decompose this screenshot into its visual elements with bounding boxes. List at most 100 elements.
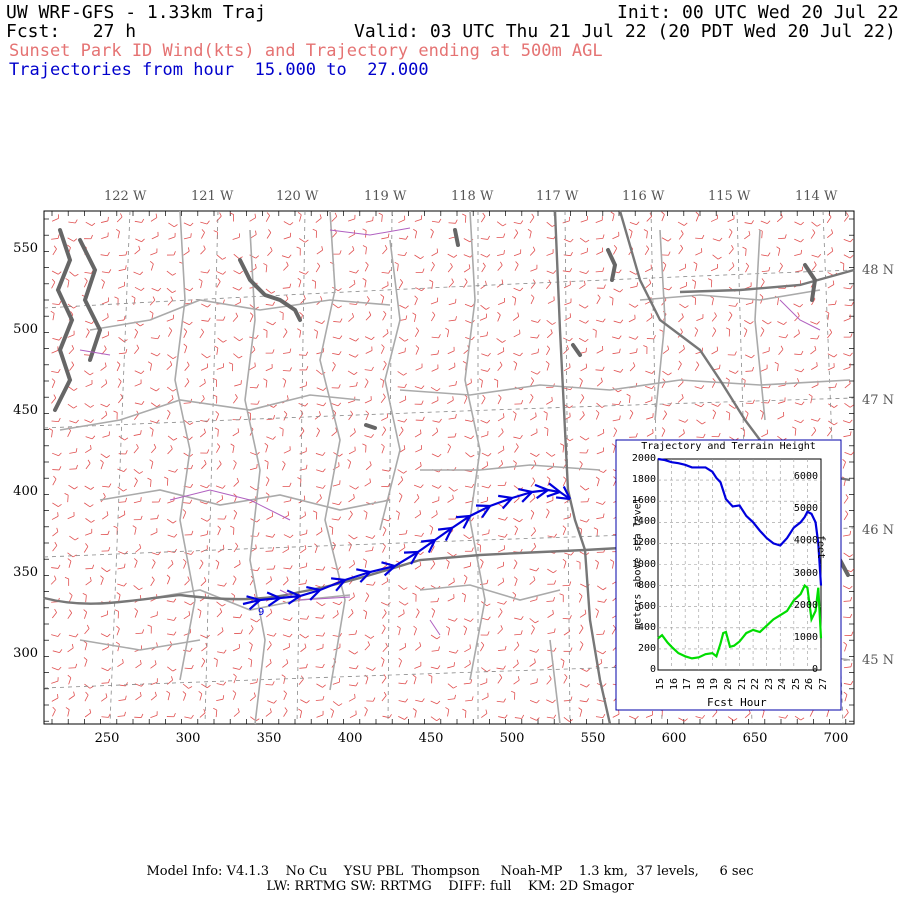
wind-barb-flag — [113, 410, 118, 413]
wind-barb-flag — [134, 328, 138, 333]
wind-barb-flag — [284, 328, 288, 332]
wind-barb-flag — [322, 468, 326, 473]
wind-barb-flag — [650, 313, 653, 318]
wind-barb — [349, 283, 356, 289]
wind-barb-flag — [206, 484, 210, 489]
wind-barb — [199, 331, 205, 339]
wind-barb — [382, 469, 390, 472]
wind-barb — [118, 254, 126, 257]
wind-barb — [414, 330, 420, 337]
wind-barb — [629, 222, 637, 226]
wind-barb — [182, 511, 187, 519]
wind-barb-flag — [816, 321, 820, 325]
wind-barb-flag — [71, 344, 75, 349]
wind-barb — [712, 412, 717, 420]
wind-barb — [579, 519, 587, 523]
wind-barb — [331, 232, 337, 239]
valid-time: Valid: 03 UTC Thu 21 Jul 22 (20 PDT Wed … — [354, 21, 896, 42]
wind-barb — [546, 699, 553, 704]
wind-barb — [810, 232, 816, 239]
wind-barb-flag — [272, 321, 276, 326]
wind-barb-flag — [321, 246, 324, 251]
wind-barb-flag — [206, 530, 209, 535]
wind-barb — [150, 663, 157, 669]
wind-barb — [283, 693, 287, 701]
wind-barb-flag — [587, 497, 590, 502]
wind-barb-flag — [799, 303, 804, 308]
wind-barb — [563, 516, 571, 520]
trajectory-arrow — [501, 497, 513, 510]
wind-barb-flag — [233, 673, 237, 677]
wind-barb — [167, 666, 174, 672]
wind-barb-flag — [330, 708, 334, 712]
wind-barb-flag — [273, 404, 277, 408]
wind-barb — [613, 430, 618, 438]
wind-barb-flag — [394, 261, 399, 265]
wind-barb — [118, 699, 126, 701]
wind-barb — [151, 287, 159, 292]
wind-barb-flag — [586, 449, 589, 454]
wind-barb-flag — [595, 559, 599, 563]
wind-barb — [266, 418, 274, 421]
wind-barb-flag — [298, 708, 302, 712]
wind-barb-flag — [613, 427, 618, 431]
wind-barb — [381, 695, 387, 702]
wind-barb-flag — [74, 486, 78, 490]
wind-barb-flag — [206, 518, 211, 522]
inset-x-tick: 27 — [818, 677, 829, 690]
wind-barb — [134, 527, 137, 535]
wind-barb-flag — [560, 443, 565, 446]
wind-barb-flag — [371, 366, 374, 371]
wind-barb — [481, 452, 489, 457]
wind-barb — [232, 316, 239, 322]
wind-barb — [430, 386, 438, 392]
wind-barb-flag — [664, 410, 668, 415]
wind-barb-flag — [107, 667, 111, 672]
wind-barb-flag — [74, 537, 79, 541]
wind-barb-flag — [531, 624, 535, 629]
wind-barb — [85, 383, 93, 388]
wind-barb-flag — [629, 409, 634, 414]
wind-barb-flag — [53, 394, 57, 399]
wind-barb-flag — [680, 244, 684, 249]
wind-barb-flag — [578, 592, 583, 597]
wind-barb-flag — [336, 610, 339, 615]
wind-barb — [513, 333, 521, 338]
wind-barb-flag — [338, 516, 342, 521]
wind-barb-flag — [75, 448, 78, 453]
trajectory-arrow — [410, 551, 419, 565]
wind-barb — [596, 251, 603, 255]
wind-barb — [201, 646, 208, 652]
wind-barb — [316, 369, 322, 375]
wind-barb — [497, 601, 505, 605]
wind-barb — [481, 533, 489, 536]
wind-barb-flag — [183, 328, 188, 332]
wind-barb — [843, 435, 851, 438]
wind-barb — [398, 351, 406, 355]
wind-barb-flag — [668, 251, 671, 256]
wind-barb-flag — [381, 443, 385, 447]
inset-right-tick: 3000 — [793, 567, 818, 579]
wind-barb-flag — [84, 277, 88, 282]
wind-barb — [349, 485, 356, 490]
wind-barb — [398, 613, 405, 618]
wind-barb — [694, 364, 700, 371]
wind-barb — [316, 486, 324, 489]
inset-left-tick: 1400 — [631, 516, 656, 528]
wind-barb-flag — [65, 278, 70, 281]
wind-barb — [431, 336, 439, 339]
trajectory-arrow — [521, 491, 533, 503]
wind-barb — [529, 397, 534, 404]
wind-barb — [463, 565, 471, 569]
wind-barb-flag — [512, 591, 516, 596]
wind-barb-flag — [502, 577, 505, 582]
wind-barb-flag — [485, 709, 488, 714]
wind-barb — [217, 651, 225, 654]
wind-barb — [316, 387, 324, 391]
wind-barb-flag — [585, 239, 590, 243]
wind-barb — [381, 417, 388, 421]
wind-barb — [217, 630, 224, 636]
wind-barb-flag — [257, 567, 260, 571]
wind-barb — [200, 248, 206, 255]
wind-barb-flag — [213, 707, 218, 711]
